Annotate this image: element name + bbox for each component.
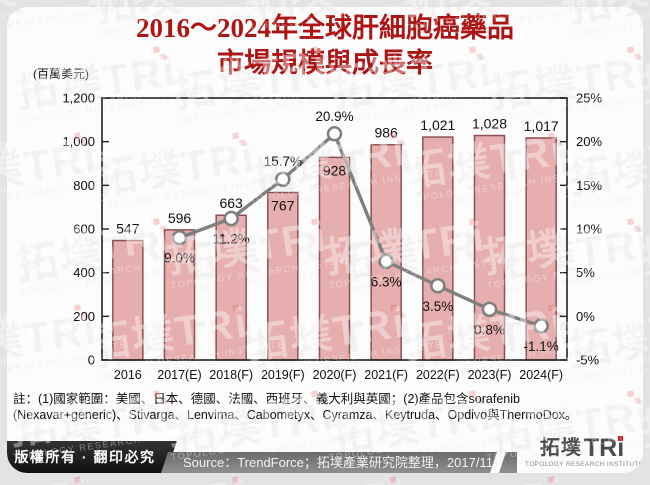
logo-zh-text: 拓墣 [539,437,582,459]
market-size-growth-chart: 1,200 25% 1,000 20% 800 15% 600 10% 400 5% 200 0% 0 -… [62,91,602,383]
svg-text:2022(F): 2022(F) [416,368,460,382]
svg-text:767: 767 [271,198,295,214]
svg-text:20.9%: 20.9% [315,109,353,124]
svg-text:9.0%: 9.0% [164,251,195,266]
svg-text:986: 986 [374,125,398,141]
tri-logo-row: 拓墣 TRı [525,434,639,462]
svg-text:0%: 0% [576,309,595,324]
svg-text:2016: 2016 [114,368,142,382]
svg-text:1,200: 1,200 [62,91,95,106]
logo-tri-text: TRı [583,434,625,462]
logo-subtitle: TOPOLOGY RESEARCH INSTITUTE [525,461,643,468]
footnote-line2: (Nexavar+generic)、Stivarga、Lenvima、Cabom… [13,407,578,422]
svg-text:1,000: 1,000 [62,134,95,149]
svg-text:2019(F): 2019(F) [261,368,305,382]
svg-text:800: 800 [73,178,95,193]
svg-text:2020(F): 2020(F) [313,368,357,382]
svg-text:25%: 25% [576,91,602,106]
source-text: Source：TrendForce；拓墣產業研究院整理，2017/11 [183,455,493,470]
tri-logo: 拓墣 TRı TOPOLOGY RESEARCH INSTITUTE [525,434,643,469]
copyright-text: 版權所有 · 翻印必究 [14,449,156,465]
svg-text:2018(F): 2018(F) [209,368,253,382]
svg-text:11.2%: 11.2% [213,232,250,247]
svg-text:0: 0 [88,353,95,368]
svg-text:-5%: -5% [576,353,600,368]
svg-text:20%: 20% [576,134,602,149]
copyright-bar: 版權所有 · 翻印必究 [7,441,177,473]
svg-text:2017(E): 2017(E) [157,368,201,382]
footnote: 註：(1)國家範圍：美國、日本、德國、法國、西班牙、義大利與英國；(2)產品包含… [13,392,637,423]
source-bar: Source：TrendForce；拓墣產業研究院整理，2017/11 [161,452,497,473]
svg-text:15.7%: 15.7% [264,154,302,169]
svg-text:547: 547 [116,221,140,237]
svg-text:1,028: 1,028 [472,116,507,132]
svg-text:15%: 15% [576,178,602,193]
svg-text:3.5%: 3.5% [422,299,453,314]
svg-text:663: 663 [219,195,243,211]
svg-text:-1.1%: -1.1% [524,339,559,354]
svg-text:2023(F): 2023(F) [468,368,512,382]
svg-text:928: 928 [323,162,347,178]
svg-text:10%: 10% [576,222,602,237]
svg-text:6.3%: 6.3% [371,274,402,289]
svg-text:2021(F): 2021(F) [364,368,408,382]
svg-text:2024(F): 2024(F) [519,368,563,382]
source-bar-sliver [499,452,517,473]
left-axis-unit-label: (百萬美元) [33,67,89,81]
svg-text:400: 400 [73,265,95,280]
page-title-line1: 2016～2024年全球肝細胞癌藥品 [136,13,514,43]
svg-text:596: 596 [168,210,192,226]
svg-text:1,017: 1,017 [524,118,559,134]
logo-i-letter: ı [617,434,625,462]
logo-i-red-dot [618,436,624,441]
svg-text:5%: 5% [576,265,595,280]
svg-text:600: 600 [73,222,95,237]
footnote-line1: 註：(1)國家範圍：美國、日本、德國、法國、西班牙、義大利與英國；(2)產品包含… [13,392,520,406]
page-title: 2016～2024年全球肝細胞癌藥品 市場規模與成長率 [7,11,643,81]
svg-text:200: 200 [73,309,95,324]
svg-text:1,021: 1,021 [420,117,455,133]
page-title-line2: 市場規模與成長率 [217,48,433,78]
svg-text:0.8%: 0.8% [474,322,505,337]
